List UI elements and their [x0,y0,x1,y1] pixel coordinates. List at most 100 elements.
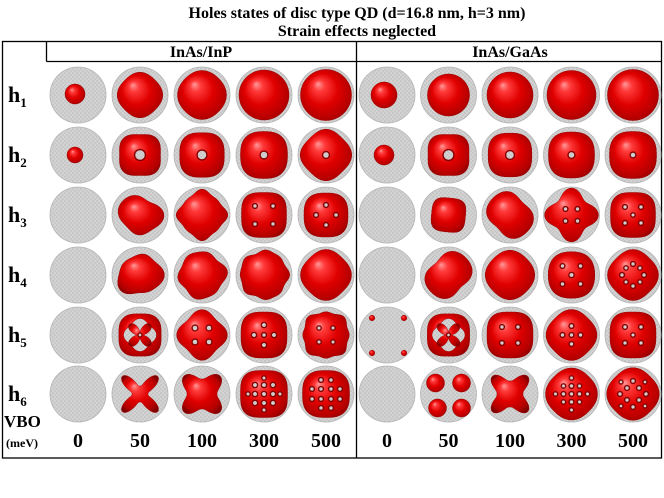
isosurface-hole [618,271,626,279]
hole-isosurface [548,131,595,179]
state-cell [49,126,107,184]
state-cell [420,186,477,244]
hole-isosurface [239,249,290,300]
isosurface-hole [316,339,322,345]
hole-isosurface [607,69,659,121]
isosurface-hole [623,384,631,392]
isosurface-hole [576,383,583,389]
isosurface-hole [568,271,575,279]
isosurface-hole [322,201,330,209]
state-cell [481,365,539,423]
state-cell [543,306,600,364]
state-cell [49,306,107,364]
isosurface-hole [559,262,566,270]
state-cell [173,186,231,244]
hole-isosurface [544,187,599,243]
isosurface-hole [574,205,581,213]
hole-isosurface [177,251,228,300]
state-cell [420,126,477,184]
isosurface-hole [629,377,637,385]
hole-isosurface [486,71,534,119]
isosurface-hole [269,220,277,228]
isosurface-hole [577,280,584,288]
state-index: 1 [20,95,27,110]
isosurface-hole [560,390,567,398]
isosurface-hole [629,282,637,290]
hole-isosurface [547,251,596,299]
hole-isosurface [490,374,530,414]
isosurface-hole [629,403,637,411]
isosurface-hole [584,391,591,397]
isosurface-hole [327,404,335,412]
isosurface-hole [621,203,629,211]
state-cell [604,365,662,423]
vbo-value: 300 [249,430,279,452]
isosurface-hole [642,403,648,409]
hole-isosurface [426,373,445,393]
state-cell [297,186,355,244]
isosurface-hole [312,211,320,219]
vbo-value: 300 [557,430,587,452]
state-cell [49,66,107,124]
state-index: 4 [20,275,27,290]
isosurface-hole [642,379,648,385]
state-symbol: h [8,262,20,287]
state-cell [420,365,477,423]
isosurface-hole [642,390,650,398]
isosurface-hole [308,385,316,393]
isosurface-hole [630,212,636,218]
state-symbol: h [8,322,20,347]
isosurface-hole [577,262,584,270]
isosurface-hole [621,323,629,331]
isosurface-hole [637,279,643,285]
state-cell [543,186,600,244]
state-cell [173,246,231,304]
isosurface-hole [445,332,452,338]
hole-isosurface [368,314,376,322]
hole-isosurface [119,134,161,176]
state-cell [420,246,477,304]
state-cell [297,306,355,364]
isosurface-hole [260,381,268,389]
isosurface-hole [576,399,583,405]
isosurface-hole [269,390,277,398]
hole-isosurface [424,251,473,299]
state-cell [481,66,539,124]
isosurface-hole [621,219,629,227]
isosurface-hole [137,332,143,338]
isosurface-hole [637,265,643,271]
state-cell [111,66,169,124]
figure-subtitle: Strain effects neglected [278,23,436,40]
isosurface-hole [618,379,624,385]
isosurface-hole [321,150,331,160]
isosurface-hole [250,331,258,339]
hole-isosurface [302,370,350,418]
hole-isosurface [610,192,656,238]
isosurface-hole [623,279,629,285]
isosurface-hole [623,396,631,404]
vbo-value: 100 [495,430,525,452]
isosurface-hole [260,331,268,339]
isosurface-hole [637,219,645,227]
state-cell [604,246,662,304]
quantum-dot-disc [358,246,416,304]
isosurface-hole [618,403,624,409]
state-cell [173,306,231,364]
isosurface-hole [259,150,269,160]
hole-isosurface [400,349,408,357]
isosurface-hole [562,217,569,225]
state-label: h3 [8,202,27,230]
vbo-value: 100 [187,430,217,452]
isosurface-hole [637,339,645,347]
hole-isosurface [486,311,534,359]
isosurface-hole [260,399,268,407]
state-cell [543,126,600,184]
isosurface-hole [317,376,325,384]
state-cell [481,306,539,364]
hole-isosurface [303,192,349,238]
isosurface-hole [260,321,268,329]
isosurface-hole [621,339,629,347]
state-cell [358,306,416,364]
state-symbol: h [8,142,20,167]
state-cell [49,246,107,304]
